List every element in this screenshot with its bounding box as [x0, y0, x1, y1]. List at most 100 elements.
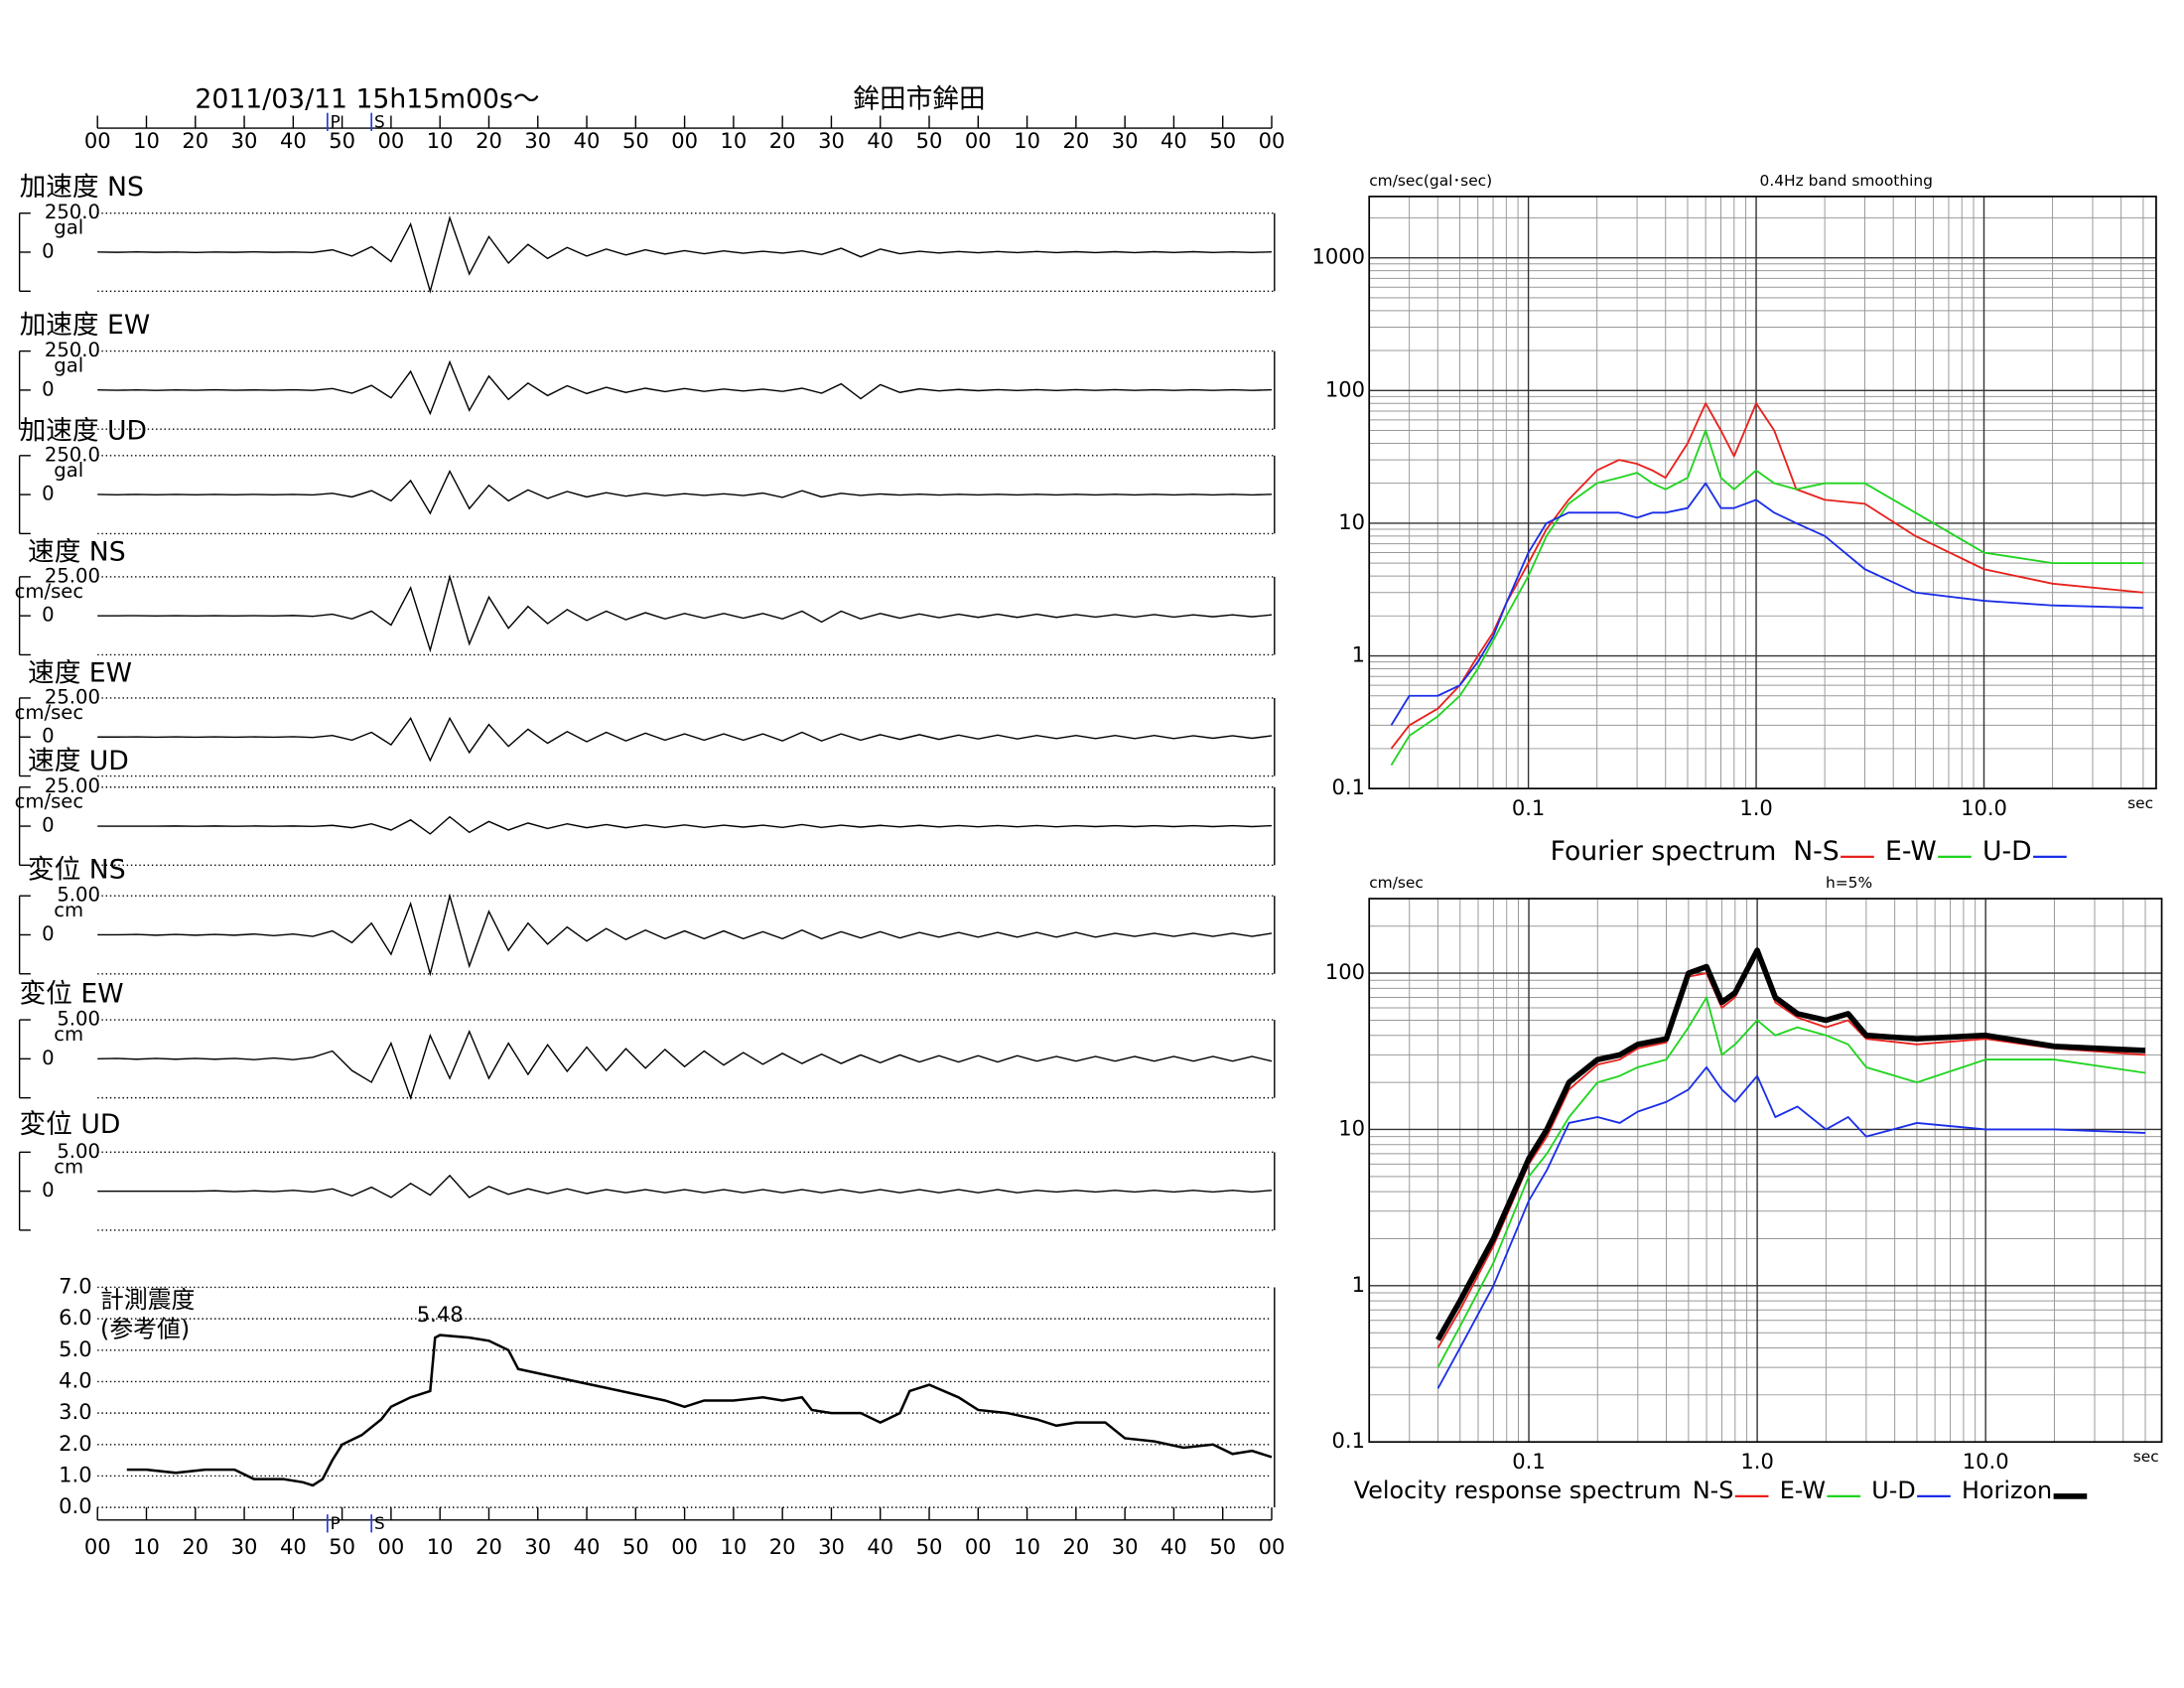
x-tick-label: 0.1	[1512, 1449, 1545, 1474]
y-tick-label: 0.1	[1332, 774, 1365, 799]
y-tick-label: 0.1	[1332, 1428, 1365, 1453]
y-axis-label: cm/sec(gal･sec)	[1369, 172, 1492, 190]
legend-label: U-D	[1982, 836, 2032, 867]
unit-label: cm/sec	[15, 790, 84, 813]
trace-title: 変位 NS	[28, 854, 126, 885]
trace-title: 速度 UD	[28, 746, 129, 776]
x-tick-label: 20	[1062, 1534, 1089, 1559]
trace	[97, 893, 1273, 977]
y-tick-label: 7.0	[59, 1273, 91, 1298]
note: 0.4Hz band smoothing	[1760, 172, 1933, 190]
x-tick-label: 10	[427, 128, 454, 153]
x-tick-label: 50	[329, 128, 355, 153]
x-tick-label: 10	[721, 1534, 748, 1559]
x-tick-label: 10	[133, 1534, 160, 1559]
y-tick-label: 1.0	[59, 1462, 91, 1486]
y-tick-label: 0	[42, 483, 55, 505]
title: 2011/03/11 15h15m00s〜	[195, 84, 539, 115]
y-tick-label: 5.0	[59, 1336, 91, 1361]
intensity-line	[126, 1334, 1273, 1487]
series-line	[1390, 482, 2143, 726]
y-axis-label: 計測震度	[100, 1286, 195, 1314]
x-tick-label: 20	[769, 1534, 796, 1559]
trace	[97, 1174, 1273, 1198]
x-tick-label: 10	[1014, 1534, 1040, 1559]
legend-label: N-S	[1693, 1477, 1734, 1504]
phase-label: P	[331, 1513, 341, 1533]
trace	[97, 1030, 1273, 1100]
x-tick-label: 30	[1112, 1534, 1139, 1559]
note: h=5%	[1826, 874, 1872, 892]
legend-label: E-W	[1885, 836, 1937, 867]
y-tick-label: 1	[1352, 642, 1365, 667]
x-tick-label: 50	[622, 1534, 649, 1559]
trace-title: 速度 NS	[28, 537, 126, 568]
y-tick-label: 0	[42, 239, 55, 262]
x-tick-label: 40	[280, 1534, 307, 1559]
y-tick-label: 10	[1338, 509, 1365, 534]
unit-label: cm	[54, 1155, 83, 1178]
x-tick-label: 30	[524, 1534, 551, 1559]
trace	[97, 469, 1273, 515]
x-tick-label: 20	[1062, 128, 1089, 153]
phase-label: S	[374, 111, 385, 131]
x-axis-label: sec	[2133, 1448, 2159, 1466]
x-tick-label: 20	[476, 128, 502, 153]
series-line	[1390, 429, 2143, 767]
x-tick-label: 00	[965, 1534, 992, 1559]
x-tick-label: 50	[916, 1534, 943, 1559]
x-tick-label: 00	[1259, 128, 1286, 153]
unit-label: gal	[54, 216, 83, 239]
y-tick-label: 2.0	[59, 1431, 91, 1456]
x-tick-label: 50	[916, 128, 943, 153]
x-tick-label: 00	[671, 1534, 698, 1559]
x-tick-label: 00	[84, 1534, 111, 1559]
x-tick-label: 50	[1209, 1534, 1236, 1559]
x-tick-label: 50	[622, 128, 649, 153]
peak-label: 5.48	[417, 1302, 464, 1327]
y-tick-label: 0	[42, 604, 55, 627]
y-tick-label: 5.00	[57, 884, 100, 907]
station: 鉾田市鉾田	[853, 84, 985, 115]
plot-frame	[1368, 196, 2157, 790]
y-tick-label: 0	[42, 1047, 55, 1069]
x-tick-label: 40	[1160, 128, 1187, 153]
series-line	[1436, 996, 2146, 1368]
x-tick-label: 30	[818, 1534, 845, 1559]
trace	[97, 215, 1273, 294]
x-tick-label: 20	[182, 1534, 208, 1559]
series-line	[1435, 947, 2146, 1341]
y-tick-label: 250.0	[45, 339, 100, 361]
y-tick-label: 0	[42, 814, 55, 837]
y-axis-label: cm/sec	[1369, 874, 1424, 892]
trace-title: 変位 UD	[20, 1109, 121, 1140]
unit-label: cm	[54, 899, 83, 921]
y-tick-label: 25.00	[45, 774, 100, 797]
series-line	[1390, 402, 2143, 750]
x-tick-label: 00	[671, 128, 698, 153]
x-tick-label: 40	[280, 128, 307, 153]
x-tick-label: 30	[1112, 128, 1139, 153]
x-tick-label: 10	[133, 128, 160, 153]
trace-title: 加速度 NS	[20, 172, 144, 203]
trace	[97, 574, 1273, 653]
y-tick-label: 5.00	[57, 1140, 100, 1163]
x-tick-label: 10	[427, 1534, 454, 1559]
trace-title: 速度 EW	[28, 658, 132, 689]
trace	[97, 716, 1273, 763]
y-tick-label: 0	[42, 725, 55, 748]
y-tick-label: 25.00	[45, 564, 100, 587]
x-tick-label: 40	[867, 1534, 893, 1559]
trace-title: 変位 EW	[20, 978, 124, 1009]
trace-title: 加速度 EW	[20, 310, 151, 341]
legend-label: N-S	[1793, 836, 1839, 867]
x-tick-label: 30	[231, 1534, 258, 1559]
y-tick-label: 0	[42, 377, 55, 400]
x-tick-label: 50	[1209, 128, 1236, 153]
y-tick-label: 0.0	[59, 1493, 91, 1518]
y-tick-label: 4.0	[59, 1367, 91, 1392]
x-tick-label: 40	[574, 1534, 601, 1559]
x-tick-label: 40	[1160, 1534, 1187, 1559]
unit-label: cm	[54, 1023, 83, 1046]
